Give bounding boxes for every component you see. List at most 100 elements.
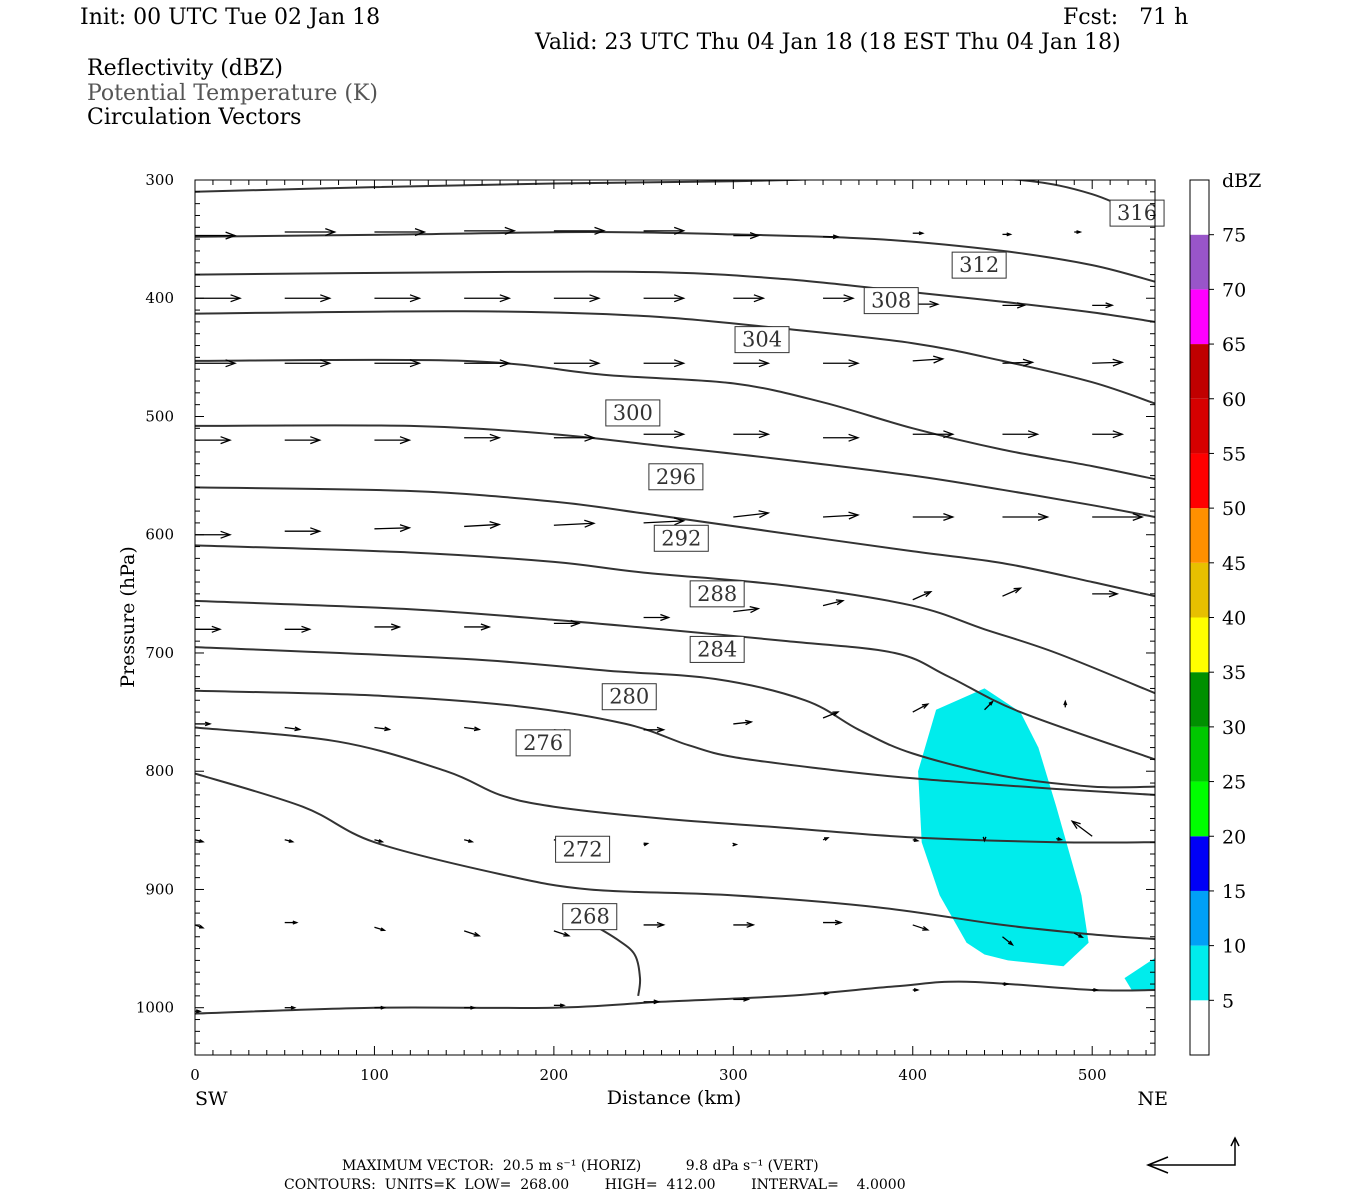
vector-head bbox=[288, 839, 295, 843]
circulation-vector bbox=[643, 294, 686, 303]
circulation-vector bbox=[823, 294, 855, 303]
circulation-vector bbox=[464, 1005, 477, 1010]
theta-contour-line bbox=[195, 310, 1155, 405]
circulation-vector bbox=[1074, 230, 1083, 235]
x-end-label-left: SW bbox=[195, 1088, 228, 1110]
vector-head bbox=[399, 436, 412, 445]
contour-label-box bbox=[562, 903, 618, 931]
x-tick-label: 300 bbox=[719, 1066, 748, 1084]
colorbar-segment bbox=[1190, 890, 1209, 946]
y-tick-label: 700 bbox=[145, 644, 174, 662]
vector-head bbox=[204, 721, 212, 727]
circulation-vector bbox=[284, 527, 322, 536]
circulation-vector bbox=[553, 930, 571, 937]
contour-label-box bbox=[653, 524, 709, 552]
contour-label-box bbox=[951, 251, 1007, 279]
circulation-vector bbox=[195, 231, 237, 240]
vector-shaft bbox=[643, 520, 684, 524]
colorbar-segment bbox=[1190, 289, 1209, 345]
contour-label: 308 bbox=[871, 289, 911, 313]
contour-label-box bbox=[555, 835, 611, 863]
footer-max-vector: MAXIMUM VECTOR: 20.5 m s⁻¹ (HORIZ) 9.8 d… bbox=[342, 1158, 819, 1174]
circulation-vector bbox=[732, 842, 739, 847]
circulation-vector bbox=[1070, 820, 1093, 837]
circulation-vector bbox=[822, 837, 830, 841]
vector-head bbox=[921, 703, 930, 709]
vector-head bbox=[320, 294, 332, 303]
contour-label: 276 bbox=[523, 731, 563, 755]
circulation-vector bbox=[912, 355, 945, 364]
contour-label-box bbox=[734, 326, 790, 354]
colorbar-label: 10 bbox=[1222, 936, 1246, 958]
vector-head bbox=[746, 921, 756, 928]
circulation-vector bbox=[1002, 936, 1015, 947]
circulation-vector bbox=[284, 227, 337, 237]
circulation-vector bbox=[284, 625, 312, 633]
vector-shaft bbox=[1092, 361, 1123, 364]
vector-head bbox=[653, 999, 661, 1005]
circulation-vector bbox=[912, 924, 930, 931]
vector-head bbox=[195, 1009, 202, 1014]
vector-head bbox=[1003, 982, 1010, 987]
vector-head bbox=[913, 987, 920, 992]
circulation-vector bbox=[912, 838, 920, 843]
circulation-vector bbox=[1002, 430, 1040, 439]
vector-head bbox=[848, 359, 860, 368]
x-end-label-right: NE bbox=[1138, 1088, 1169, 1110]
circulation-vector bbox=[464, 839, 475, 843]
reflectivity-area bbox=[918, 688, 1089, 967]
x-tick-label: 0 bbox=[190, 1066, 200, 1084]
colorbar-label: 30 bbox=[1222, 717, 1246, 739]
valid-time: Valid: 23 UTC Thu 04 Jan 18 (18 EST Thu … bbox=[535, 30, 1121, 55]
vector-head bbox=[489, 433, 502, 442]
circulation-vector bbox=[553, 359, 601, 368]
circulation-vector bbox=[643, 726, 666, 733]
vector-shaft bbox=[464, 726, 480, 731]
vector-head bbox=[943, 512, 955, 522]
circulation-vector bbox=[464, 226, 517, 235]
vector-head bbox=[834, 919, 843, 926]
circulation-vector bbox=[1056, 836, 1064, 841]
circulation-vector bbox=[284, 726, 302, 732]
contour-label: 272 bbox=[563, 837, 603, 861]
vector-shaft bbox=[733, 607, 759, 613]
vector-head bbox=[848, 511, 860, 520]
circulation-vector bbox=[643, 359, 686, 368]
vector-shaft bbox=[912, 924, 928, 931]
colorbar-segment bbox=[1190, 234, 1209, 290]
circulation-vector bbox=[733, 231, 761, 240]
vector-head bbox=[199, 924, 205, 929]
variable-potential-temperature: Potential Temperature (K) bbox=[87, 81, 378, 106]
theta-contour-line bbox=[592, 924, 642, 997]
circulation-vector bbox=[823, 234, 840, 240]
colorbar-label: 5 bbox=[1222, 990, 1234, 1012]
vector-head bbox=[504, 226, 517, 235]
circulation-vector bbox=[733, 605, 761, 614]
circulation-vector bbox=[374, 839, 385, 843]
vector-head bbox=[310, 436, 322, 445]
vector-shaft bbox=[733, 721, 752, 725]
circulation-vector bbox=[912, 512, 955, 522]
circulation-vector bbox=[733, 719, 754, 726]
vector-head bbox=[559, 1003, 566, 1008]
vector-head bbox=[673, 226, 686, 235]
contour-label: 280 bbox=[609, 685, 649, 709]
circulation-vector bbox=[643, 430, 686, 439]
vector-head bbox=[473, 726, 482, 732]
vector-shaft bbox=[553, 522, 594, 526]
vector-head bbox=[325, 227, 337, 237]
colorbar-segment bbox=[1190, 398, 1209, 454]
theta-contour-line bbox=[195, 646, 1155, 789]
vector-head bbox=[732, 842, 739, 847]
circulation-vector bbox=[733, 510, 771, 519]
x-tick-label: 200 bbox=[540, 1066, 569, 1084]
vector-head bbox=[656, 921, 666, 928]
vector-head bbox=[310, 527, 322, 536]
y-tick-label: 300 bbox=[145, 171, 174, 189]
vector-head bbox=[1022, 358, 1035, 367]
vector-head bbox=[643, 842, 650, 847]
circulation-vector bbox=[284, 359, 332, 368]
colorbar-label: 65 bbox=[1222, 334, 1246, 356]
contour-label: 284 bbox=[697, 637, 737, 661]
contour-label-box bbox=[605, 399, 661, 427]
